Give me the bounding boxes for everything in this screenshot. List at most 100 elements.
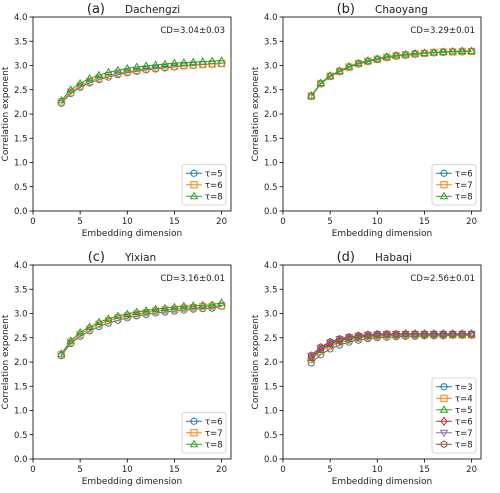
chart-title: Yixian <box>124 252 156 264</box>
data-point <box>439 330 448 339</box>
data-point <box>402 330 409 338</box>
data-point <box>217 298 226 306</box>
data-point <box>57 95 66 104</box>
y-tick-label: 4.0 <box>14 261 28 271</box>
data-point <box>410 330 420 339</box>
data-point <box>430 330 438 338</box>
data-point <box>66 336 75 344</box>
chart-title: Dachengzi <box>125 4 180 16</box>
legend-entry: τ=8 <box>455 192 473 202</box>
plot-frame <box>32 16 232 212</box>
data-point <box>198 57 207 65</box>
data-point <box>207 300 217 308</box>
data-point <box>373 331 382 339</box>
data-point <box>151 304 160 313</box>
data-point <box>66 85 75 93</box>
legend-marker <box>189 439 199 448</box>
data-point <box>382 330 391 339</box>
y-tick-label: 3.5 <box>264 37 278 47</box>
y-tick-label: 2.0 <box>14 110 28 120</box>
x-tick-label: 0 <box>30 217 35 227</box>
y-tick-label: 2.0 <box>264 110 278 120</box>
cd-annotation: CD=3.29±0.01 <box>410 26 475 36</box>
cd-annotation: CD=3.16±0.01 <box>160 274 225 284</box>
plot-frame <box>282 16 482 212</box>
legend-entry: τ=5 <box>205 169 223 179</box>
series-line <box>60 60 222 101</box>
data-point <box>123 63 132 72</box>
cd-annotation: CD=2.56±0.01 <box>410 274 475 284</box>
y-tick-label: 4.0 <box>264 261 278 271</box>
data-point <box>85 74 94 82</box>
data-point <box>345 332 353 341</box>
cd-annotation: CD=3.04±0.03 <box>160 26 225 36</box>
x-tick-label: 15 <box>419 217 430 227</box>
y-tick-label: 3.0 <box>264 310 278 320</box>
x-tick-label: 10 <box>122 217 133 227</box>
x-tick-label: 5 <box>77 465 82 475</box>
data-point <box>132 307 141 316</box>
data-point <box>335 66 344 74</box>
series-line <box>310 334 472 364</box>
data-point <box>391 50 401 59</box>
chart-panel-3: (c) Yixian 0 5 10 15 20 0.0 0.5 1.0 1.5 2.0 2.5 3.0 3.… <box>1 250 232 487</box>
data-point <box>104 314 113 322</box>
data-point <box>373 54 382 62</box>
legend: τ=6 τ=7τ=8 <box>181 412 227 454</box>
legend: τ=3τ=4 τ=5τ=6 τ=7τ=8 <box>431 377 477 454</box>
y-tick-label: 1.0 <box>14 159 28 169</box>
series-line <box>310 50 472 96</box>
data-point <box>94 70 104 79</box>
data-point <box>354 332 363 341</box>
data-point <box>363 56 373 64</box>
x-axis-label: Embedding dimension <box>82 477 183 487</box>
data-point <box>373 330 381 338</box>
data-point <box>132 62 141 70</box>
legend-entry: τ=6 <box>455 169 473 179</box>
data-point <box>429 47 439 56</box>
data-point <box>344 61 354 70</box>
y-tick-label: 3.5 <box>264 285 278 295</box>
series-line <box>60 63 222 103</box>
x-axis-label: Embedding dimension <box>82 229 183 239</box>
y-tick-label: 1.0 <box>264 407 278 417</box>
data-point <box>57 349 66 357</box>
legend-entry: τ=8 <box>205 440 223 450</box>
data-point <box>75 78 85 87</box>
data-point <box>382 52 391 60</box>
data-point <box>411 330 419 338</box>
data-point <box>217 56 226 64</box>
legend-marker <box>440 169 448 177</box>
legend-entry: τ=8 <box>205 192 223 202</box>
data-point <box>439 330 447 338</box>
y-tick-label: 2.0 <box>14 358 28 368</box>
data-point <box>141 306 151 314</box>
legend-entry: τ=7 <box>455 181 473 191</box>
data-point <box>151 60 160 68</box>
x-tick-label: 15 <box>169 465 180 475</box>
data-point <box>179 58 189 66</box>
y-tick-label: 1.5 <box>264 134 278 144</box>
y-tick-label: 2.0 <box>264 358 278 368</box>
data-point <box>336 334 343 343</box>
panel-label: (c) <box>88 250 105 265</box>
panel-label: (d) <box>337 250 355 265</box>
chart-title: Chaoyang <box>375 4 428 16</box>
legend-marker <box>189 191 199 200</box>
data-point <box>429 330 439 339</box>
legend-entry: τ=8 <box>455 440 473 450</box>
y-tick-label: 1.5 <box>14 382 28 392</box>
y-tick-label: 0.5 <box>264 431 278 441</box>
series-line <box>310 333 472 356</box>
legend-marker <box>440 416 448 426</box>
x-tick-label: 0 <box>280 217 285 227</box>
x-tick-label: 0 <box>280 465 285 475</box>
data-point <box>468 330 475 338</box>
data-point <box>94 317 104 326</box>
data-point <box>448 46 457 55</box>
x-tick-label: 5 <box>327 465 332 475</box>
data-point <box>449 330 457 338</box>
series-τ=8 <box>57 56 226 104</box>
legend: τ=5 τ=6τ=8 <box>181 164 227 206</box>
x-tick-label: 20 <box>466 217 477 227</box>
